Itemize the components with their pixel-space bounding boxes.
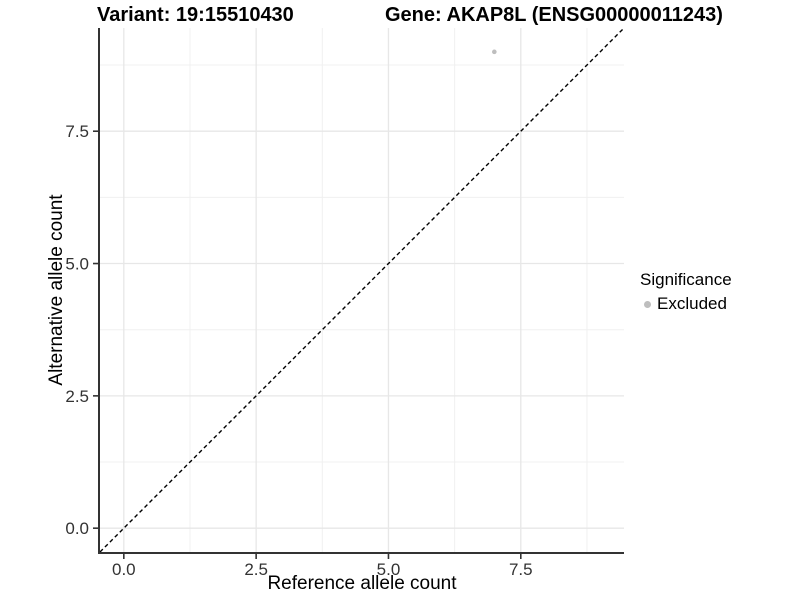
y-axis-title: Alternative allele count [46, 194, 67, 386]
y-tick-label: 2.5 [65, 387, 89, 406]
identity-dashed-line [99, 27, 625, 553]
y-tick-label: 5.0 [65, 255, 89, 274]
excluded-point-icon [644, 300, 651, 308]
data-point [492, 49, 497, 55]
variant-title: Variant: 19:15510430 [97, 4, 294, 26]
legend-title: Significance [640, 270, 732, 289]
y-tick-label: 0.0 [65, 519, 89, 538]
y-tick-label: 7.5 [65, 122, 89, 141]
legend-item-excluded: Excluded [640, 294, 732, 314]
legend: Significance Excluded [640, 270, 732, 314]
x-tick-label: 5.0 [377, 560, 401, 579]
gene-title: Gene: AKAP8L (ENSG00000011243) [385, 4, 723, 26]
legend-item-label: Excluded [657, 294, 727, 313]
x-tick-label: 2.5 [244, 560, 268, 579]
x-axis-title: Reference allele count [267, 573, 457, 594]
x-tick-label: 0.0 [112, 560, 136, 579]
x-tick-label: 7.5 [509, 560, 533, 579]
